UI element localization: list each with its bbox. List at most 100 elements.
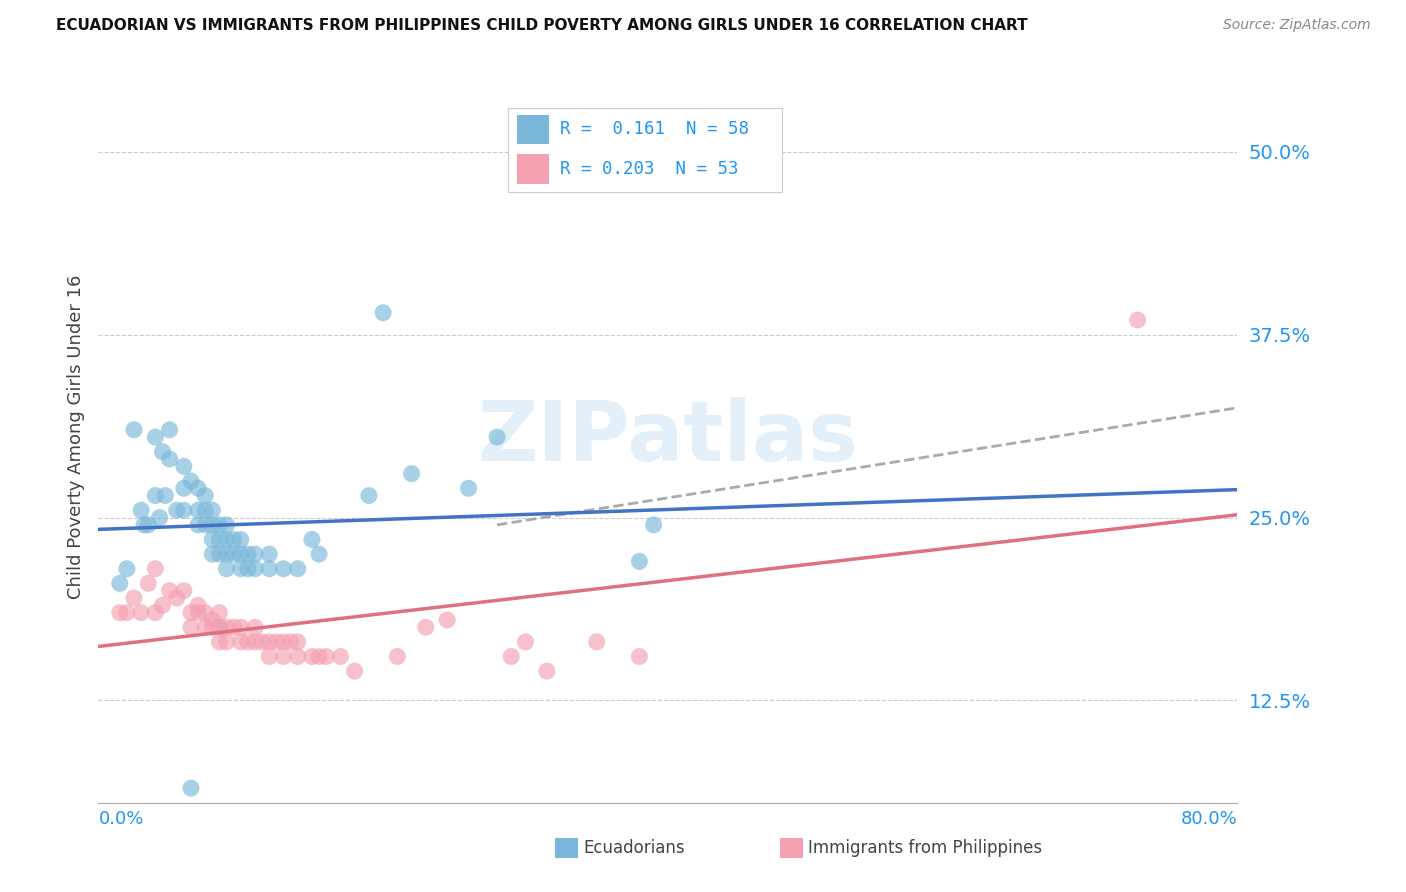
Point: [280, 635, 302, 649]
Point: [643, 517, 665, 532]
Text: 80.0%: 80.0%: [1181, 810, 1237, 828]
Point: [208, 606, 231, 620]
Point: [180, 781, 202, 796]
Point: [222, 620, 245, 634]
Point: [329, 649, 352, 664]
Point: [273, 635, 295, 649]
Point: [194, 517, 217, 532]
Point: [229, 562, 252, 576]
Point: [194, 503, 217, 517]
Point: [259, 547, 281, 561]
Point: [159, 583, 181, 598]
Point: [201, 503, 224, 517]
Point: [259, 649, 281, 664]
Point: [515, 635, 537, 649]
Point: [152, 599, 174, 613]
Point: [152, 444, 174, 458]
Point: [180, 620, 202, 634]
Point: [145, 489, 167, 503]
Text: Immigrants from Philippines: Immigrants from Philippines: [808, 839, 1043, 857]
Text: Source: ZipAtlas.com: Source: ZipAtlas.com: [1223, 18, 1371, 32]
Point: [201, 517, 224, 532]
Point: [136, 517, 159, 532]
Point: [287, 635, 309, 649]
Point: [229, 635, 252, 649]
Point: [194, 620, 217, 634]
Point: [115, 606, 138, 620]
Point: [187, 606, 209, 620]
Point: [208, 635, 231, 649]
Point: [187, 599, 209, 613]
Y-axis label: Child Poverty Among Girls Under 16: Child Poverty Among Girls Under 16: [66, 275, 84, 599]
Point: [129, 503, 152, 517]
Point: [201, 613, 224, 627]
Point: [201, 620, 224, 634]
Point: [536, 664, 558, 678]
Point: [173, 459, 195, 474]
Point: [166, 591, 188, 605]
Point: [122, 591, 145, 605]
Point: [201, 547, 224, 561]
Point: [155, 489, 177, 503]
Point: [259, 562, 281, 576]
Point: [373, 306, 395, 320]
Point: [208, 533, 231, 547]
Point: [229, 620, 252, 634]
Point: [149, 510, 172, 524]
Point: [145, 606, 167, 620]
Point: [287, 562, 309, 576]
Point: [236, 635, 259, 649]
Point: [229, 533, 252, 547]
Point: [180, 606, 202, 620]
Point: [215, 562, 238, 576]
Point: [236, 547, 259, 561]
Point: [457, 481, 479, 495]
Point: [201, 533, 224, 547]
Point: [628, 554, 651, 568]
Point: [222, 533, 245, 547]
Point: [628, 649, 651, 664]
Point: [357, 489, 380, 503]
Text: ECUADORIAN VS IMMIGRANTS FROM PHILIPPINES CHILD POVERTY AMONG GIRLS UNDER 16 COR: ECUADORIAN VS IMMIGRANTS FROM PHILIPPINE…: [56, 18, 1028, 33]
Point: [180, 474, 202, 488]
Text: ZIPatlas: ZIPatlas: [478, 397, 858, 477]
Point: [236, 562, 259, 576]
Point: [108, 606, 131, 620]
Point: [585, 635, 607, 649]
Point: [159, 423, 181, 437]
Point: [215, 547, 238, 561]
Point: [136, 576, 159, 591]
Point: [301, 649, 323, 664]
Point: [308, 547, 330, 561]
Point: [215, 620, 238, 634]
Point: [308, 649, 330, 664]
Point: [208, 620, 231, 634]
Point: [401, 467, 423, 481]
Text: Ecuadorians: Ecuadorians: [583, 839, 685, 857]
Point: [129, 606, 152, 620]
Point: [132, 517, 155, 532]
Point: [243, 620, 266, 634]
Point: [194, 489, 217, 503]
Point: [208, 547, 231, 561]
Text: 0.0%: 0.0%: [98, 810, 143, 828]
Point: [301, 533, 323, 547]
Point: [173, 503, 195, 517]
Point: [187, 517, 209, 532]
Point: [250, 635, 273, 649]
Point: [194, 606, 217, 620]
Point: [273, 649, 295, 664]
Point: [215, 635, 238, 649]
Point: [208, 517, 231, 532]
Point: [243, 635, 266, 649]
Point: [501, 649, 523, 664]
Point: [1126, 313, 1149, 327]
Point: [187, 503, 209, 517]
Point: [273, 562, 295, 576]
Point: [486, 430, 509, 444]
Point: [166, 503, 188, 517]
Point: [222, 547, 245, 561]
Point: [122, 423, 145, 437]
Point: [387, 649, 409, 664]
Point: [145, 562, 167, 576]
